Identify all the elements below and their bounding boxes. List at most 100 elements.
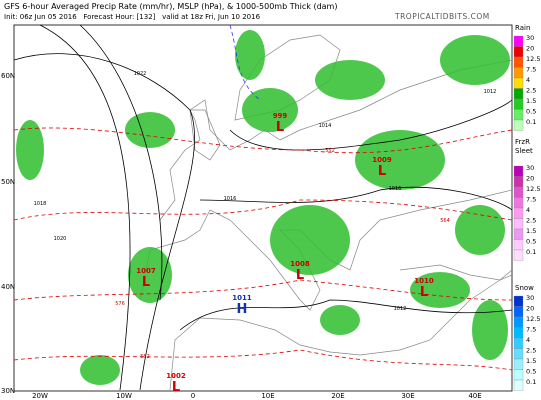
legend-swatch	[513, 249, 524, 261]
legend-level: 0.1	[526, 378, 536, 386]
legend-level: 2.5	[526, 87, 536, 95]
legend-swatch	[513, 109, 524, 121]
legend-level: 2.5	[526, 217, 536, 225]
legend-level: 4	[526, 206, 530, 214]
pressure-letter: L	[420, 285, 428, 300]
legend-swatch	[513, 306, 524, 318]
lon-label: 10E	[261, 392, 274, 400]
legend-level: 7.5	[526, 326, 536, 334]
legend-level: 12.5	[526, 55, 540, 63]
isobar	[39, 24, 131, 391]
legend-swatch	[513, 228, 524, 240]
precip	[315, 60, 385, 100]
legend-swatch	[513, 186, 524, 198]
legend-title: Snow	[515, 284, 534, 292]
legend-level: 4	[526, 336, 530, 344]
precip	[270, 205, 350, 275]
contour-label: 1012	[484, 89, 497, 95]
legend-level: 7.5	[526, 66, 536, 74]
lon-label: 0	[191, 392, 195, 400]
coast-turkey	[399, 264, 513, 281]
legend-swatch	[513, 369, 524, 381]
pressure-value: 1002	[166, 372, 186, 380]
legend-swatch	[513, 176, 524, 188]
lat-label: 50N	[1, 178, 15, 186]
legend-level: 0.1	[526, 118, 536, 126]
precip	[440, 35, 510, 85]
precip	[410, 272, 470, 308]
lon-label: 10W	[116, 392, 132, 400]
contour-label: 1012	[394, 306, 407, 312]
pressure-letter: L	[142, 275, 150, 290]
contour-label: 582	[140, 354, 150, 360]
pressure-letter: L	[378, 164, 386, 179]
isobar	[79, 24, 163, 301]
thickness	[13, 279, 513, 301]
legend-level: 7.5	[526, 196, 536, 204]
legend-swatch	[513, 197, 524, 209]
legend-level: 0.5	[526, 238, 536, 246]
legend-swatch	[513, 35, 524, 47]
forecast-hour: Forecast Hour: [132]	[83, 13, 156, 21]
legend-swatch	[513, 77, 524, 89]
legend-swatch	[513, 119, 524, 131]
legend-swatch	[513, 67, 524, 79]
legend-level: 2.5	[526, 347, 536, 355]
map-frame	[13, 24, 513, 392]
precip	[355, 130, 445, 190]
pressure-value: 999	[273, 112, 288, 120]
coast-europe-south	[139, 189, 513, 311]
legend-level: 0.5	[526, 368, 536, 376]
precip	[125, 112, 175, 148]
legend-level: 12.5	[526, 185, 540, 193]
legend-level: 20	[526, 305, 534, 313]
legend-swatch	[513, 327, 524, 339]
isobar	[179, 299, 513, 331]
lat-label: 60N	[1, 72, 15, 80]
legend-swatch	[513, 348, 524, 360]
title: GFS 6-hour Averaged Precip Rate (mm/hr),…	[4, 2, 338, 11]
legend-swatch	[513, 316, 524, 328]
coast-africa	[169, 274, 513, 391]
lon-label: 30E	[401, 392, 414, 400]
legend-level: 30	[526, 294, 534, 302]
contour-label: 1020	[54, 236, 67, 242]
pressure-value: 1009	[372, 156, 392, 164]
coast-europe-north	[159, 59, 513, 221]
legend-swatch	[513, 295, 524, 307]
precip	[80, 355, 120, 385]
legend-swatch	[513, 98, 524, 110]
subtitle: Init: 06z Jun 05 2016 Forecast Hour: [13…	[4, 13, 260, 21]
precip	[455, 205, 505, 255]
contour-label: 564	[440, 218, 450, 224]
legend-swatch	[513, 207, 524, 219]
legend-swatch	[513, 358, 524, 370]
legend-swatch	[513, 46, 524, 58]
lat-label: 30N	[1, 387, 15, 395]
thickness	[13, 199, 513, 221]
legend-swatch	[513, 56, 524, 68]
legend-level: 1.5	[526, 357, 536, 365]
isobar	[229, 99, 513, 151]
contour-label: 576	[115, 301, 125, 307]
legend-level: 20	[526, 175, 534, 183]
legend-swatch	[513, 218, 524, 230]
legend-level: 1.5	[526, 227, 536, 235]
pressure-letter: H	[237, 302, 248, 317]
contour-label: 1016	[224, 196, 237, 202]
legend-swatch	[513, 379, 524, 391]
thickness	[13, 127, 513, 154]
thickness	[13, 349, 513, 371]
legend-level: 30	[526, 164, 534, 172]
credit: TROPICALTIDBITS.COM	[395, 12, 490, 21]
legend-title: FrzR Sleet	[515, 138, 533, 155]
legend-level: 0.5	[526, 108, 536, 116]
isobar	[199, 186, 513, 211]
isobars	[13, 24, 513, 391]
legend-swatch	[513, 88, 524, 100]
pressure-letter: L	[172, 380, 180, 395]
valid-time: valid at 18z Fri, Jun 10 2016	[162, 13, 261, 21]
precip	[235, 30, 265, 80]
